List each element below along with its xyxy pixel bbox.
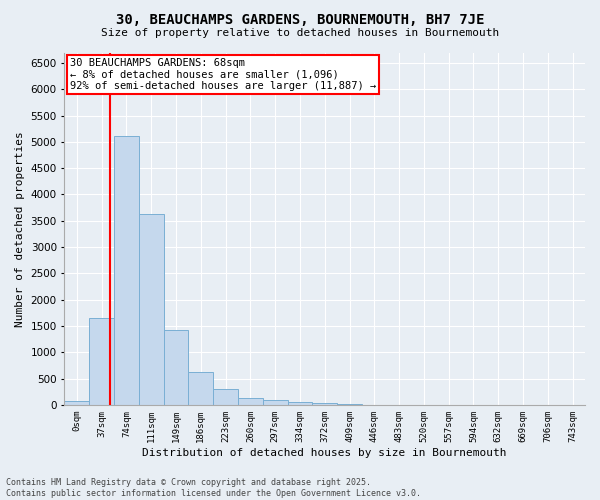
Bar: [188, 372, 213, 405]
Text: Contains HM Land Registry data © Crown copyright and database right 2025.
Contai: Contains HM Land Registry data © Crown c…: [6, 478, 421, 498]
Bar: [89, 318, 114, 405]
Bar: [337, 404, 362, 405]
Bar: [313, 404, 337, 405]
Bar: [64, 401, 89, 405]
Bar: [238, 398, 263, 405]
Text: 30, BEAUCHAMPS GARDENS, BOURNEMOUTH, BH7 7JE: 30, BEAUCHAMPS GARDENS, BOURNEMOUTH, BH7…: [116, 12, 484, 26]
Bar: [164, 330, 188, 405]
Bar: [213, 388, 238, 405]
Y-axis label: Number of detached properties: Number of detached properties: [15, 131, 25, 326]
Text: Size of property relative to detached houses in Bournemouth: Size of property relative to detached ho…: [101, 28, 499, 38]
Bar: [139, 214, 164, 405]
X-axis label: Distribution of detached houses by size in Bournemouth: Distribution of detached houses by size …: [142, 448, 507, 458]
Bar: [287, 402, 313, 405]
Bar: [114, 136, 139, 405]
Text: 30 BEAUCHAMPS GARDENS: 68sqm
← 8% of detached houses are smaller (1,096)
92% of : 30 BEAUCHAMPS GARDENS: 68sqm ← 8% of det…: [70, 58, 376, 91]
Bar: [263, 400, 287, 405]
